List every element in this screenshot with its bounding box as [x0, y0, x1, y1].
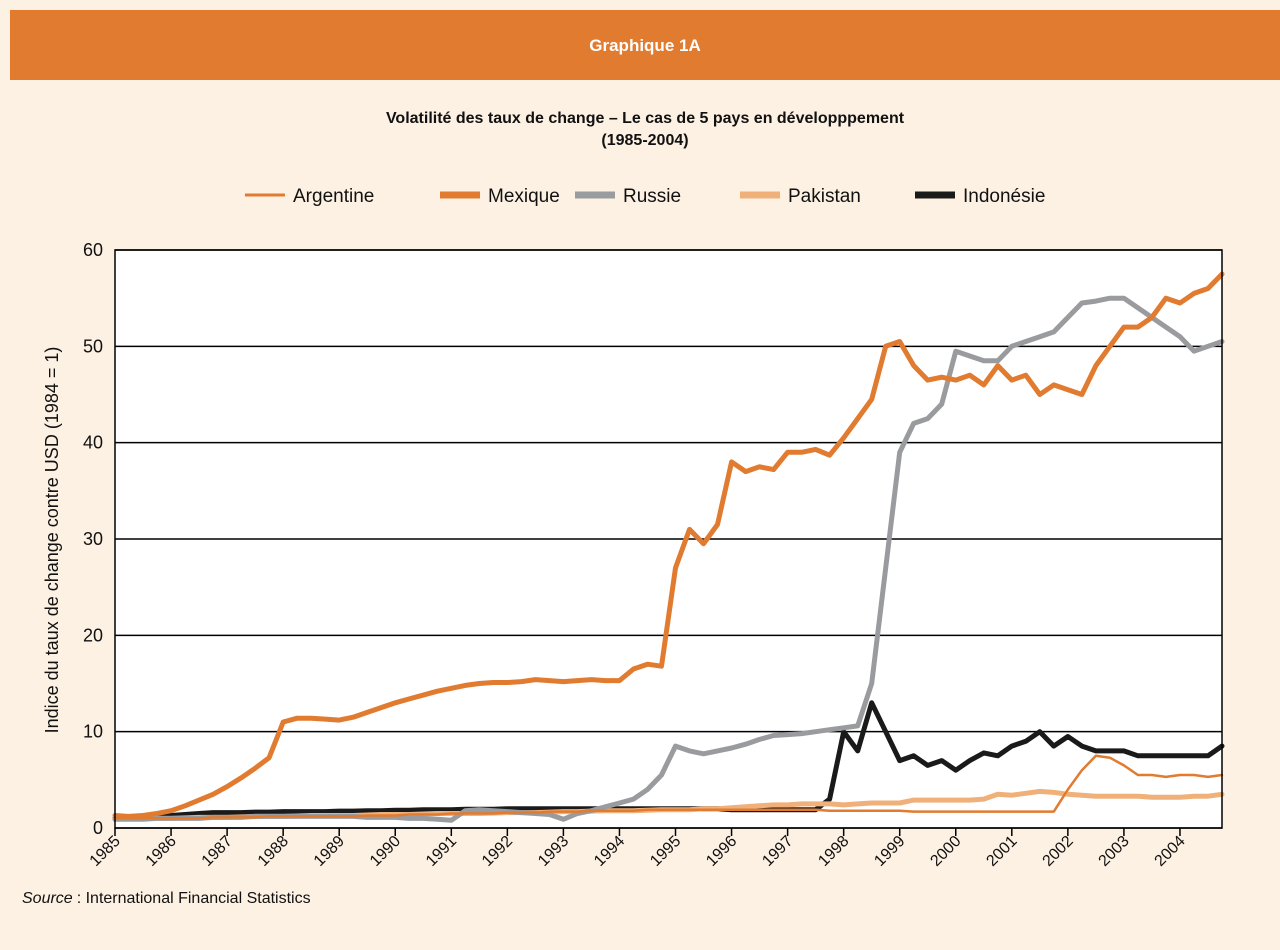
- y-tick-label: 30: [83, 529, 103, 549]
- y-tick-label: 20: [83, 625, 103, 645]
- y-tick-label: 0: [93, 818, 103, 838]
- y-axis-label: Indice du taux de change contre USD (198…: [42, 347, 62, 734]
- legend-label: Indonésie: [963, 186, 1045, 207]
- y-tick-label: 40: [83, 433, 103, 453]
- header-bar: [10, 10, 1280, 80]
- y-tick-label: 50: [83, 336, 103, 356]
- source-label: Source: [22, 890, 73, 907]
- header-title: Graphique 1A: [589, 36, 700, 55]
- legend-label: Mexique: [488, 186, 560, 207]
- line-series: [113, 754, 1224, 820]
- chart-title: Volatilité des taux de change – Le cas d…: [386, 110, 905, 127]
- y-tick-label: 10: [83, 722, 103, 742]
- source-text: : International Financial Statistics: [77, 890, 311, 907]
- legend-label: Argentine: [293, 186, 374, 207]
- legend-label: Russie: [623, 186, 681, 207]
- legend-label: Pakistan: [788, 186, 861, 207]
- chart-subtitle: (1985-2004): [601, 132, 688, 149]
- y-tick-label: 60: [83, 240, 103, 260]
- plot-border: [114, 249, 1223, 829]
- source-note: Source: International Financial Statisti…: [22, 890, 311, 907]
- line-series: [112, 271, 1225, 819]
